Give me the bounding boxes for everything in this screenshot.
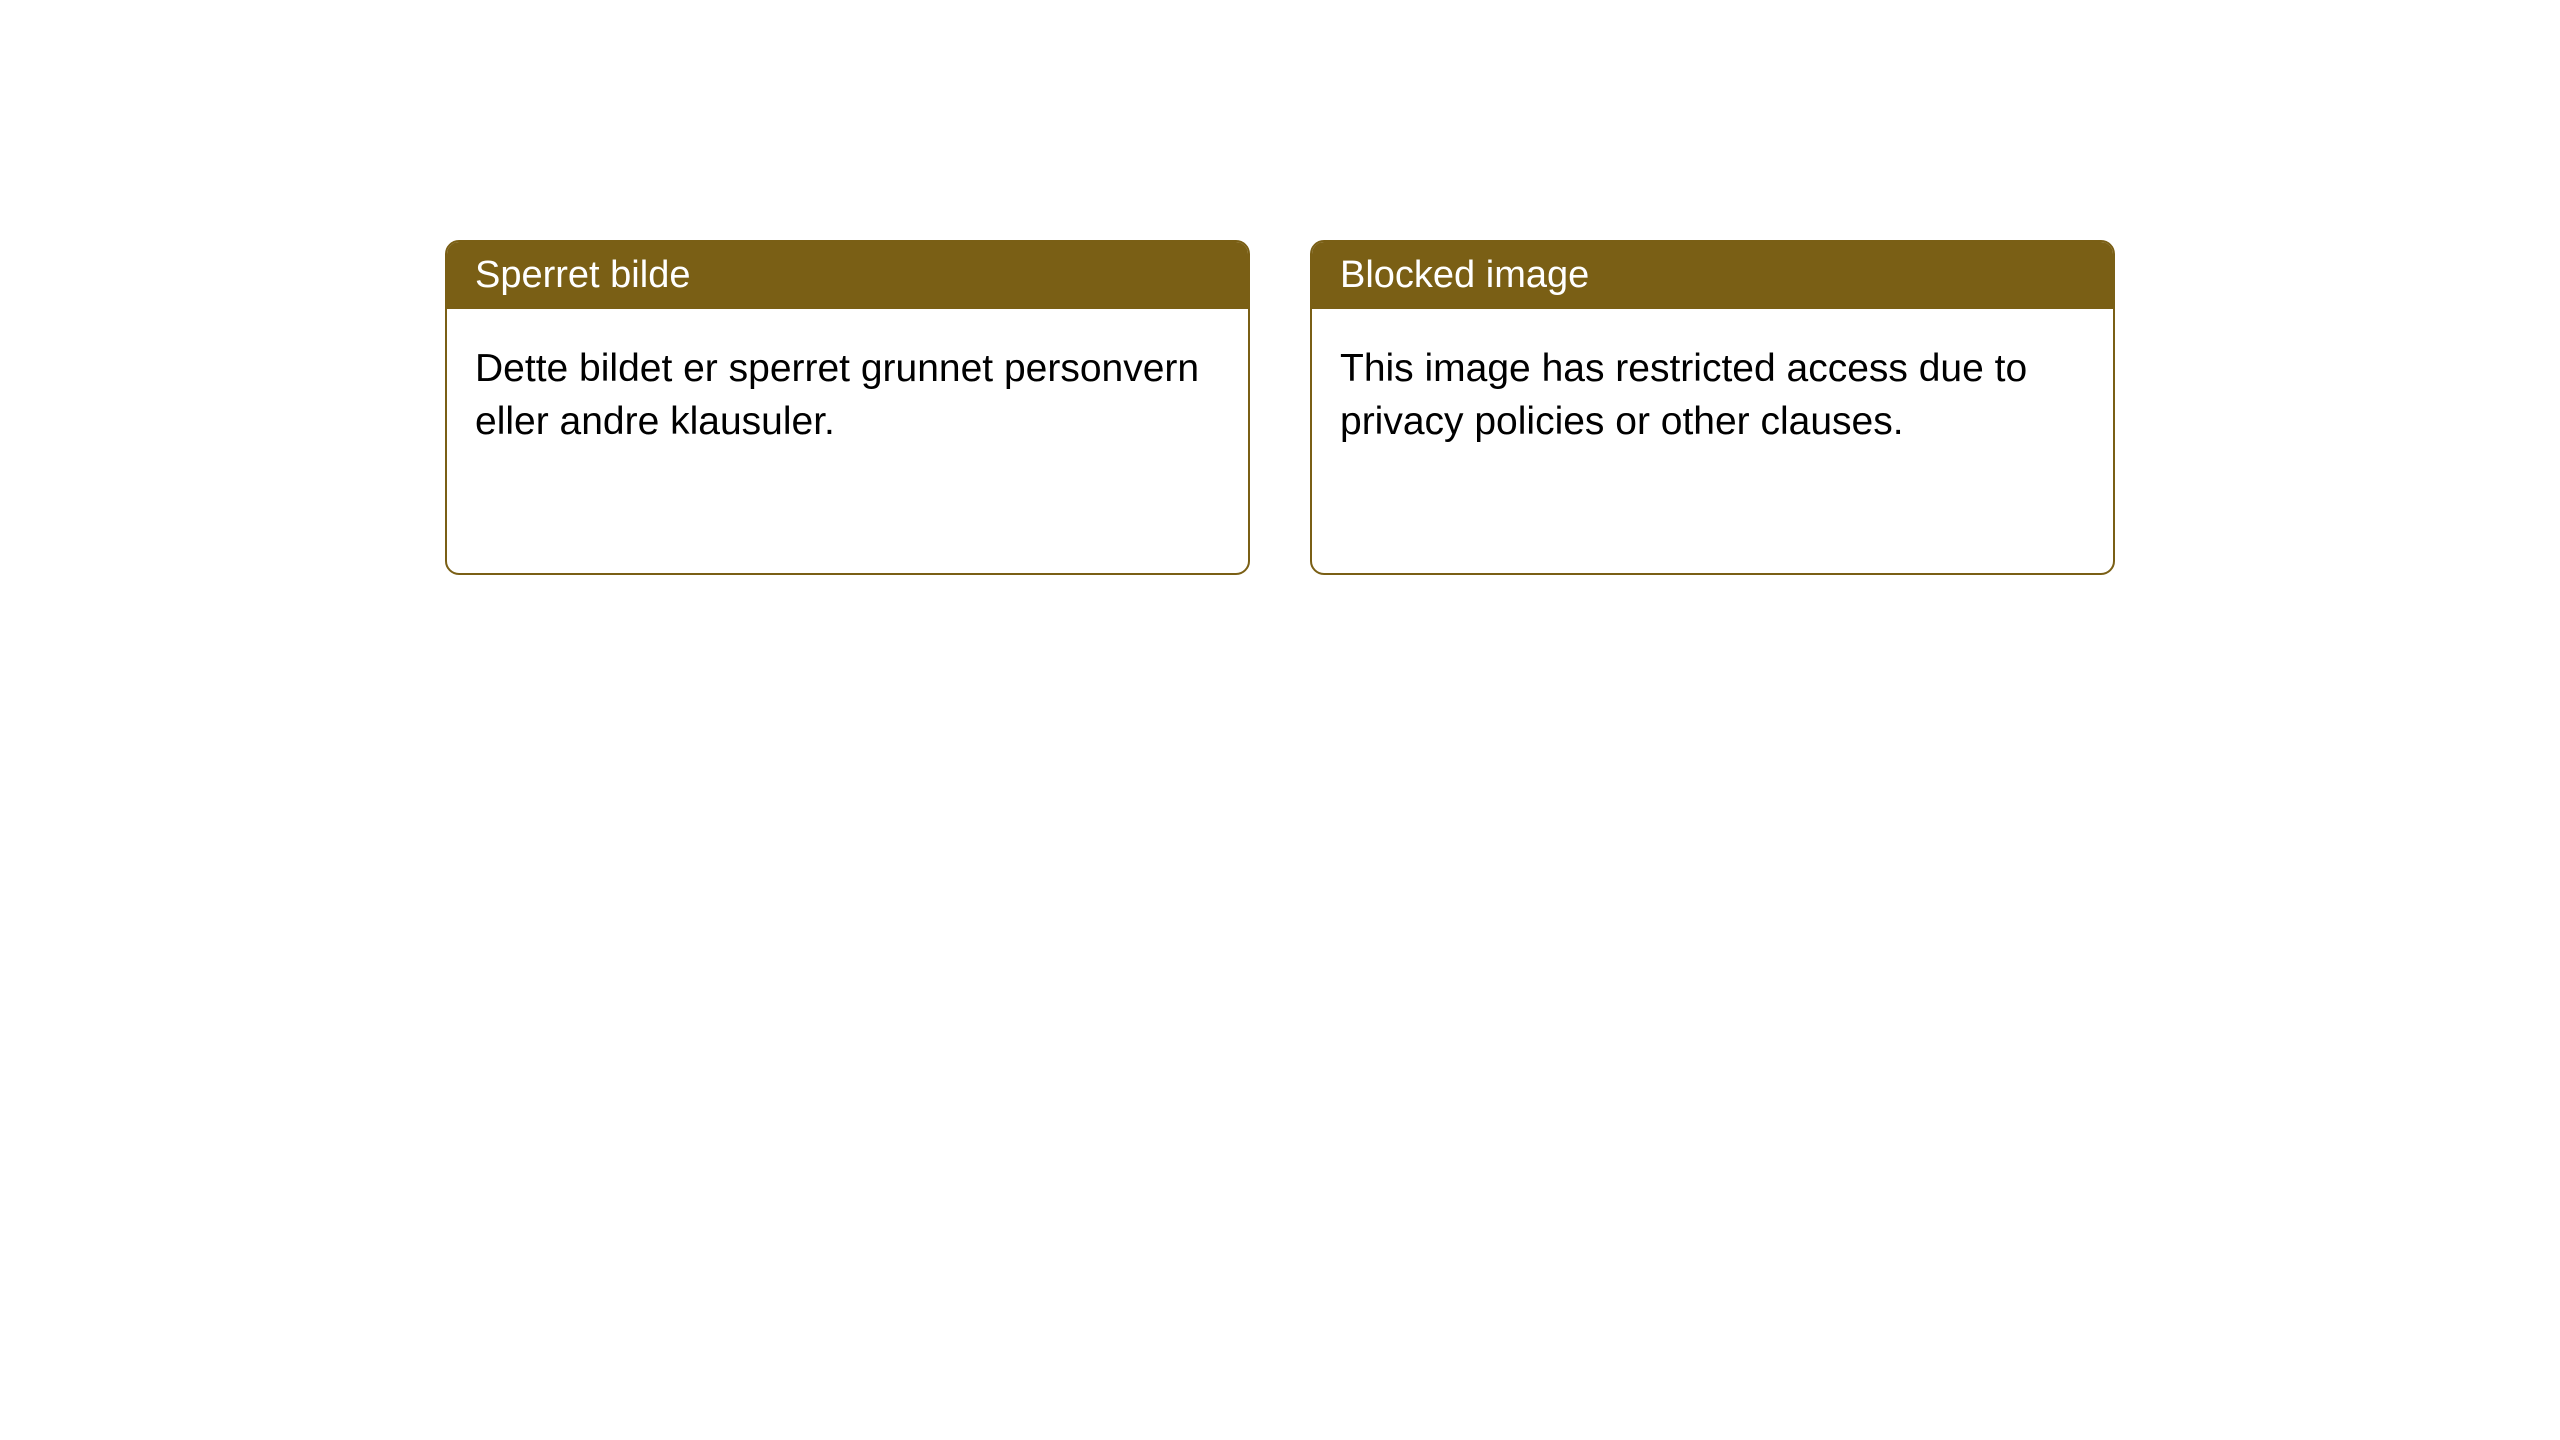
card-body: This image has restricted access due to …: [1312, 309, 2113, 482]
card-title: Sperret bilde: [475, 254, 690, 296]
card-header: Blocked image: [1312, 242, 2113, 309]
card-title: Blocked image: [1340, 254, 1589, 296]
blocked-image-card-english: Blocked image This image has restricted …: [1310, 240, 2115, 575]
card-body-text: This image has restricted access due to …: [1340, 347, 2027, 443]
card-header: Sperret bilde: [447, 242, 1248, 309]
notice-container: Sperret bilde Dette bildet er sperret gr…: [445, 240, 2115, 1440]
card-body-text: Dette bildet er sperret grunnet personve…: [475, 347, 1199, 443]
blocked-image-card-norwegian: Sperret bilde Dette bildet er sperret gr…: [445, 240, 1250, 575]
card-body: Dette bildet er sperret grunnet personve…: [447, 309, 1248, 482]
